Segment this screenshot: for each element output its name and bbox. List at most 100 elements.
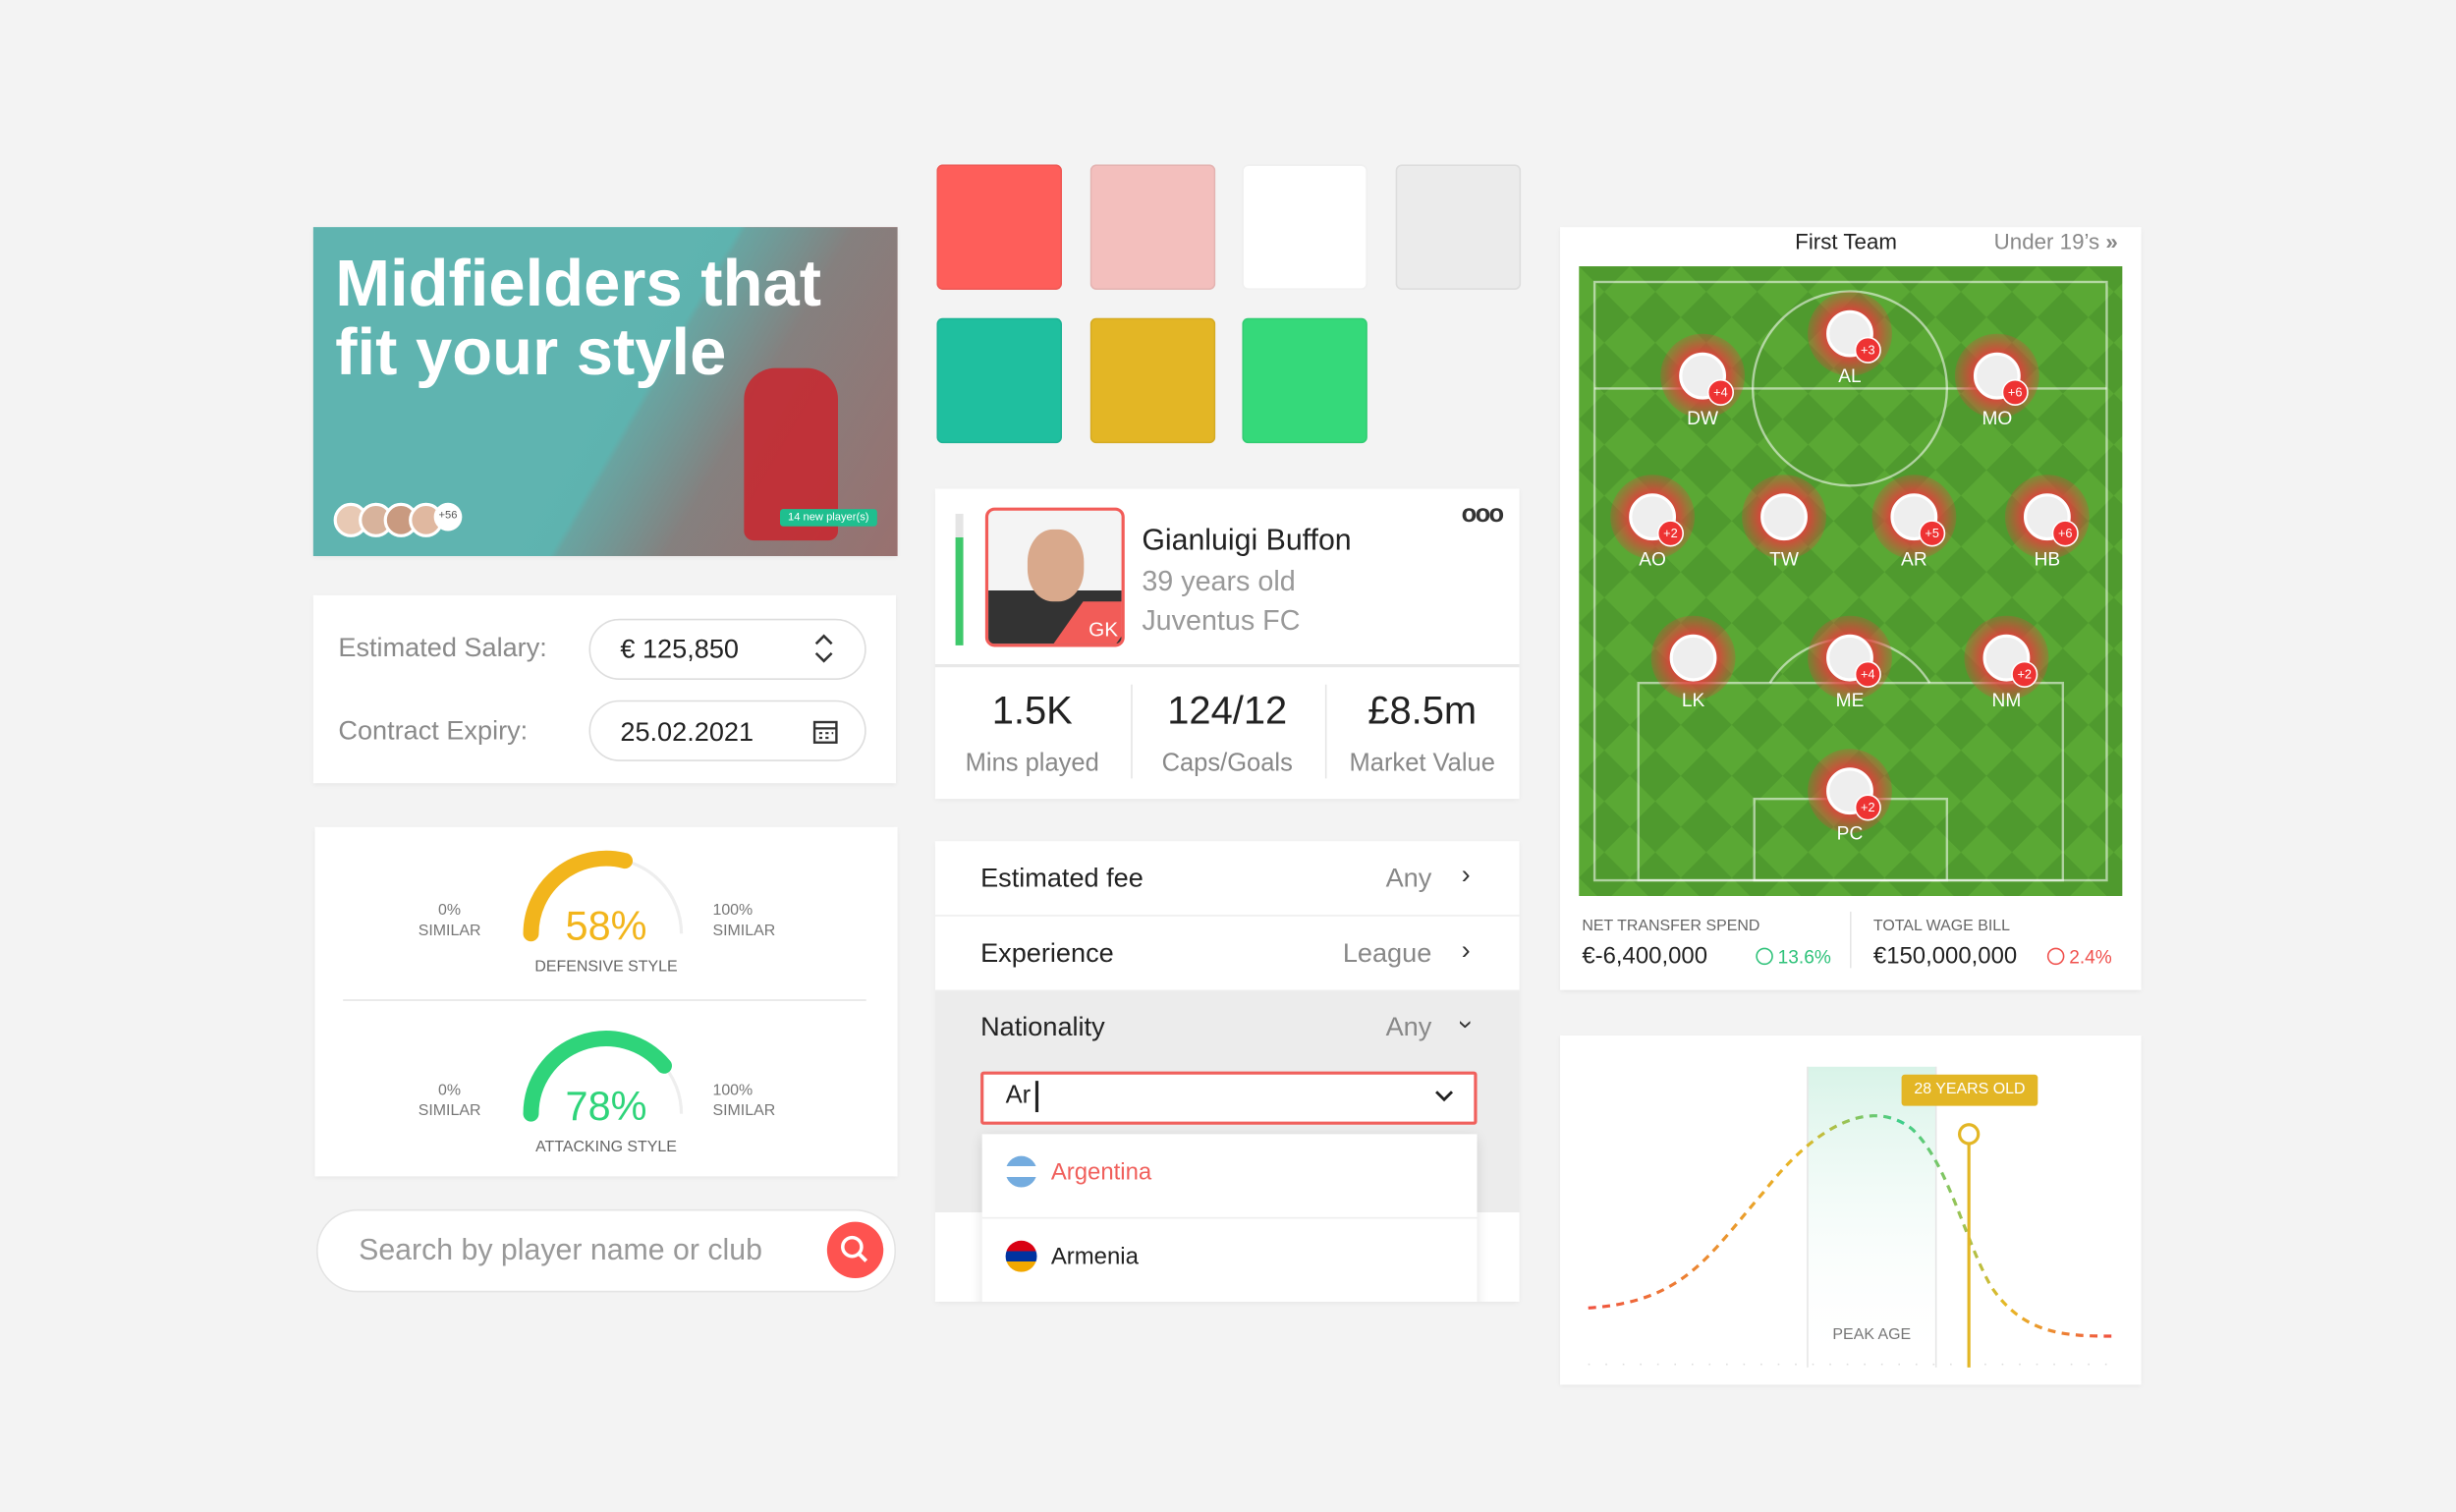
filter-row[interactable]: Estimated fee Any › (934, 841, 1520, 917)
player-badge: +2 (1656, 520, 1684, 547)
min-caption: SIMILAR (418, 923, 481, 940)
chevron: › (1451, 1020, 1482, 1030)
search-placeholder: Search by player name or club (359, 1234, 762, 1267)
dropdown: Argentina Armenia (981, 1134, 1478, 1302)
filter-card: Estimated fee Any › Experience League › Nation… (934, 841, 1520, 1302)
search-button[interactable] (826, 1221, 884, 1279)
player-club: Juventus FC (1142, 604, 1301, 637)
stat-label: Caps/Goals (1161, 750, 1293, 777)
style-card: 58% 0% SIMILAR 100% SIMILAR DEFENSIVE STYLE 78… (314, 826, 898, 1177)
gauge-value: 78% (565, 1082, 647, 1130)
summary-value: €-6,400,000 (1582, 942, 1708, 970)
player-code: LK (1681, 689, 1705, 711)
country-option[interactable]: Armenia (1050, 1243, 1139, 1271)
player-card: GK Gianluigi Buffon 39 years old Juventu… (934, 488, 1520, 800)
gauge-min: 0% SIMILAR (419, 901, 481, 941)
summary-value: €150,000,000 (1872, 942, 2018, 970)
player-token[interactable] (1650, 615, 1736, 700)
salary-input[interactable]: € 125,850 (588, 618, 866, 680)
color-swatch (1088, 164, 1215, 290)
player-badge: +6 (2001, 378, 2029, 406)
min-value: 0% (438, 902, 462, 920)
filter-value: Any (1385, 1011, 1432, 1042)
stat-label: Mins played (965, 750, 1099, 777)
player-token[interactable] (1741, 475, 1827, 560)
summary-change: 2.4% (2069, 946, 2112, 969)
player-token[interactable]: +6 (1954, 333, 2039, 419)
new-badge: 14 new player(s) (780, 509, 877, 527)
expiry-input[interactable]: 25.02.2021 (588, 700, 866, 761)
player-avatar (1826, 309, 1873, 358)
player-code: AR (1901, 548, 1927, 571)
salary-label: Estimated Salary: (338, 633, 547, 663)
min-caption: SIMILAR (418, 1102, 481, 1120)
max-value: 100% (712, 1082, 754, 1100)
more-count: +56 (433, 502, 463, 532)
caret (1034, 1081, 1038, 1113)
max-value: 100% (712, 902, 754, 920)
player-badge: +2 (2011, 660, 2038, 688)
age-card: 28 YEARS OLD PEAK AGE (1560, 1035, 2142, 1385)
filter-row[interactable]: Nationality Any › (935, 990, 1520, 1064)
flag (1005, 1240, 1037, 1272)
chevron: › (1461, 934, 1471, 965)
color-swatch (936, 164, 1063, 290)
hero-card[interactable]: Midfielders that fit your style +56 14 n… (312, 227, 898, 557)
gauge-svg (523, 850, 684, 942)
stat-value: 124/12 (1167, 689, 1288, 734)
color-swatch (1394, 164, 1521, 290)
player-avatar (2023, 493, 2071, 541)
hero-title: Midfielders that fit your style (335, 246, 822, 389)
player-token[interactable]: +4 (1660, 333, 1746, 419)
more-menu[interactable]: ooo (1461, 501, 1505, 529)
age-marker: 28 YEARS OLD (1914, 1081, 2026, 1098)
chevron: › (1461, 860, 1471, 890)
summary-label: NET TRANSFER SPEND (1582, 918, 1760, 935)
summary-change-icon (1756, 947, 1773, 966)
player-avatar (1669, 634, 1717, 682)
player-token[interactable]: +2 (1964, 615, 2049, 700)
country-option[interactable]: Argentina (1050, 1158, 1152, 1186)
tab[interactable]: Under 19’s » (1994, 229, 2118, 254)
color-swatch (1088, 317, 1215, 444)
gauge-label: DEFENSIVE STYLE (534, 958, 678, 977)
team-card: First Team Under 19’s » +4 DW +3 AL +6 MO +2 AO… (1560, 227, 2142, 990)
filter-value: Any (1385, 863, 1432, 893)
gauge-svg (523, 1031, 684, 1122)
nationality-input[interactable]: Ar (980, 1071, 1478, 1125)
form-bar (955, 513, 964, 645)
chevron (1435, 1091, 1454, 1102)
player-token[interactable]: +4 (1807, 615, 1893, 700)
stat-value: £8.5m (1368, 689, 1478, 734)
player-code: HB (2034, 548, 2061, 571)
player-token[interactable]: +6 (2004, 475, 2090, 560)
divider (934, 664, 1520, 668)
gauge-max: 100% SIMILAR (712, 901, 775, 941)
player-token[interactable]: +3 (1807, 291, 1893, 376)
player-token[interactable]: +2 (1807, 749, 1893, 834)
summary-change-icon (2046, 947, 2065, 966)
max-caption: SIMILAR (712, 923, 776, 940)
gauge: 58% 0% SIMILAR 100% SIMILAR DEFENSIVE STYLE (314, 846, 897, 1002)
expiry-value: 25.02.2021 (620, 717, 754, 748)
player-avatar (1760, 493, 1808, 541)
player-token[interactable]: +2 (1610, 475, 1696, 560)
filter-value: League (1342, 937, 1432, 968)
player-badge: +5 (1919, 520, 1946, 547)
search-box[interactable]: Search by player name or club (316, 1208, 896, 1293)
color-swatch (936, 317, 1063, 444)
player-code: DW (1687, 407, 1719, 429)
divider (981, 1216, 1478, 1219)
player-age: 39 years old (1142, 565, 1296, 597)
player-code: AL (1838, 364, 1862, 387)
tab-label: Under 19’s (1993, 228, 2100, 254)
player-badge: +4 (1706, 378, 1735, 406)
stat-value: 1.5K (991, 689, 1073, 734)
player-badge: +3 (1854, 336, 1881, 364)
tab-active[interactable]: First Team (1795, 228, 1897, 254)
stepper-icon (814, 634, 833, 663)
filter-row[interactable]: Experience League › (934, 916, 1520, 991)
player-token[interactable]: +5 (1871, 475, 1957, 560)
player-code: TW (1769, 548, 1799, 571)
